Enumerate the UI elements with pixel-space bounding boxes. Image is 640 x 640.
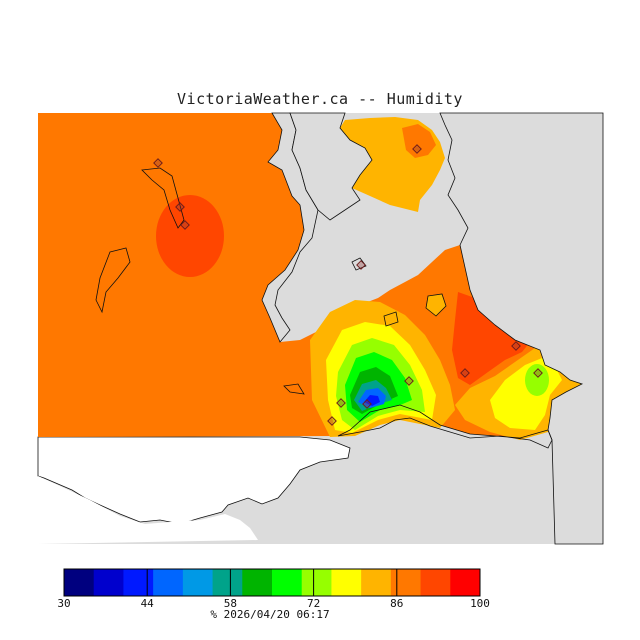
colorbar-tick-label: 100 bbox=[470, 597, 490, 610]
island-west-2 bbox=[95, 247, 131, 314]
station-marker[interactable] bbox=[404, 376, 414, 386]
colorbar-bin bbox=[64, 569, 95, 596]
unit-label: % bbox=[210, 608, 218, 621]
colorbar-bin bbox=[123, 569, 154, 596]
station-marker[interactable] bbox=[412, 144, 422, 154]
colorbar-bin bbox=[390, 569, 422, 596]
colorbar-tick-label: 30 bbox=[57, 597, 70, 610]
colorbar-caption: % 2026/04/20 06:17 bbox=[0, 608, 540, 621]
colorbar-bin bbox=[331, 569, 362, 596]
station-marker[interactable] bbox=[153, 158, 163, 168]
colorbar-bin bbox=[153, 569, 184, 596]
colorbar-bin bbox=[361, 569, 392, 596]
south-landmass bbox=[37, 436, 351, 525]
colorbar-tick-label: 58 bbox=[224, 597, 237, 610]
colorbar-bin bbox=[93, 569, 124, 596]
colorbar-bin bbox=[450, 569, 481, 596]
humidity-plume-green bbox=[525, 364, 549, 396]
south-coastline bbox=[337, 404, 553, 449]
colorbar-tick-label: 86 bbox=[390, 597, 403, 610]
humidity-field-orange bbox=[38, 113, 585, 438]
station-marker[interactable] bbox=[180, 220, 190, 230]
station-marker[interactable] bbox=[533, 368, 543, 378]
station-markers bbox=[153, 144, 543, 426]
colorbar-tick-label: 44 bbox=[141, 597, 155, 610]
island-west-1 bbox=[141, 167, 185, 229]
station-marker[interactable] bbox=[511, 341, 521, 351]
station-marker[interactable] bbox=[362, 399, 372, 409]
station-marker[interactable] bbox=[460, 368, 470, 378]
map-title: VictoriaWeather.ca -- Humidity bbox=[177, 90, 463, 108]
humidity-victoria-dkblue bbox=[364, 395, 380, 406]
island-east-1 bbox=[425, 293, 447, 317]
humidity-north-orange bbox=[402, 124, 436, 158]
station-marker[interactable] bbox=[175, 202, 185, 212]
humidity-blob-east bbox=[452, 292, 530, 385]
timestamp: 2026/04/20 06:17 bbox=[223, 608, 330, 621]
station-marker[interactable] bbox=[327, 416, 337, 426]
colorbar-bin bbox=[301, 569, 332, 596]
colorbar-tick-label: 72 bbox=[307, 597, 320, 610]
south-landmass-body bbox=[38, 476, 258, 544]
station-marker[interactable] bbox=[336, 398, 346, 408]
station-marker[interactable] bbox=[356, 260, 366, 270]
north-channel bbox=[289, 112, 373, 221]
colorbar-bin bbox=[272, 569, 303, 596]
colorbar-bin bbox=[182, 569, 214, 596]
colorbar-bin bbox=[212, 569, 243, 596]
colorbar-bin bbox=[420, 569, 451, 596]
islet-mid bbox=[351, 257, 367, 271]
island-west-3 bbox=[283, 383, 305, 395]
island-east-2 bbox=[383, 311, 399, 327]
humidity-blob-west bbox=[156, 195, 224, 277]
colorbar-bin bbox=[242, 569, 273, 596]
